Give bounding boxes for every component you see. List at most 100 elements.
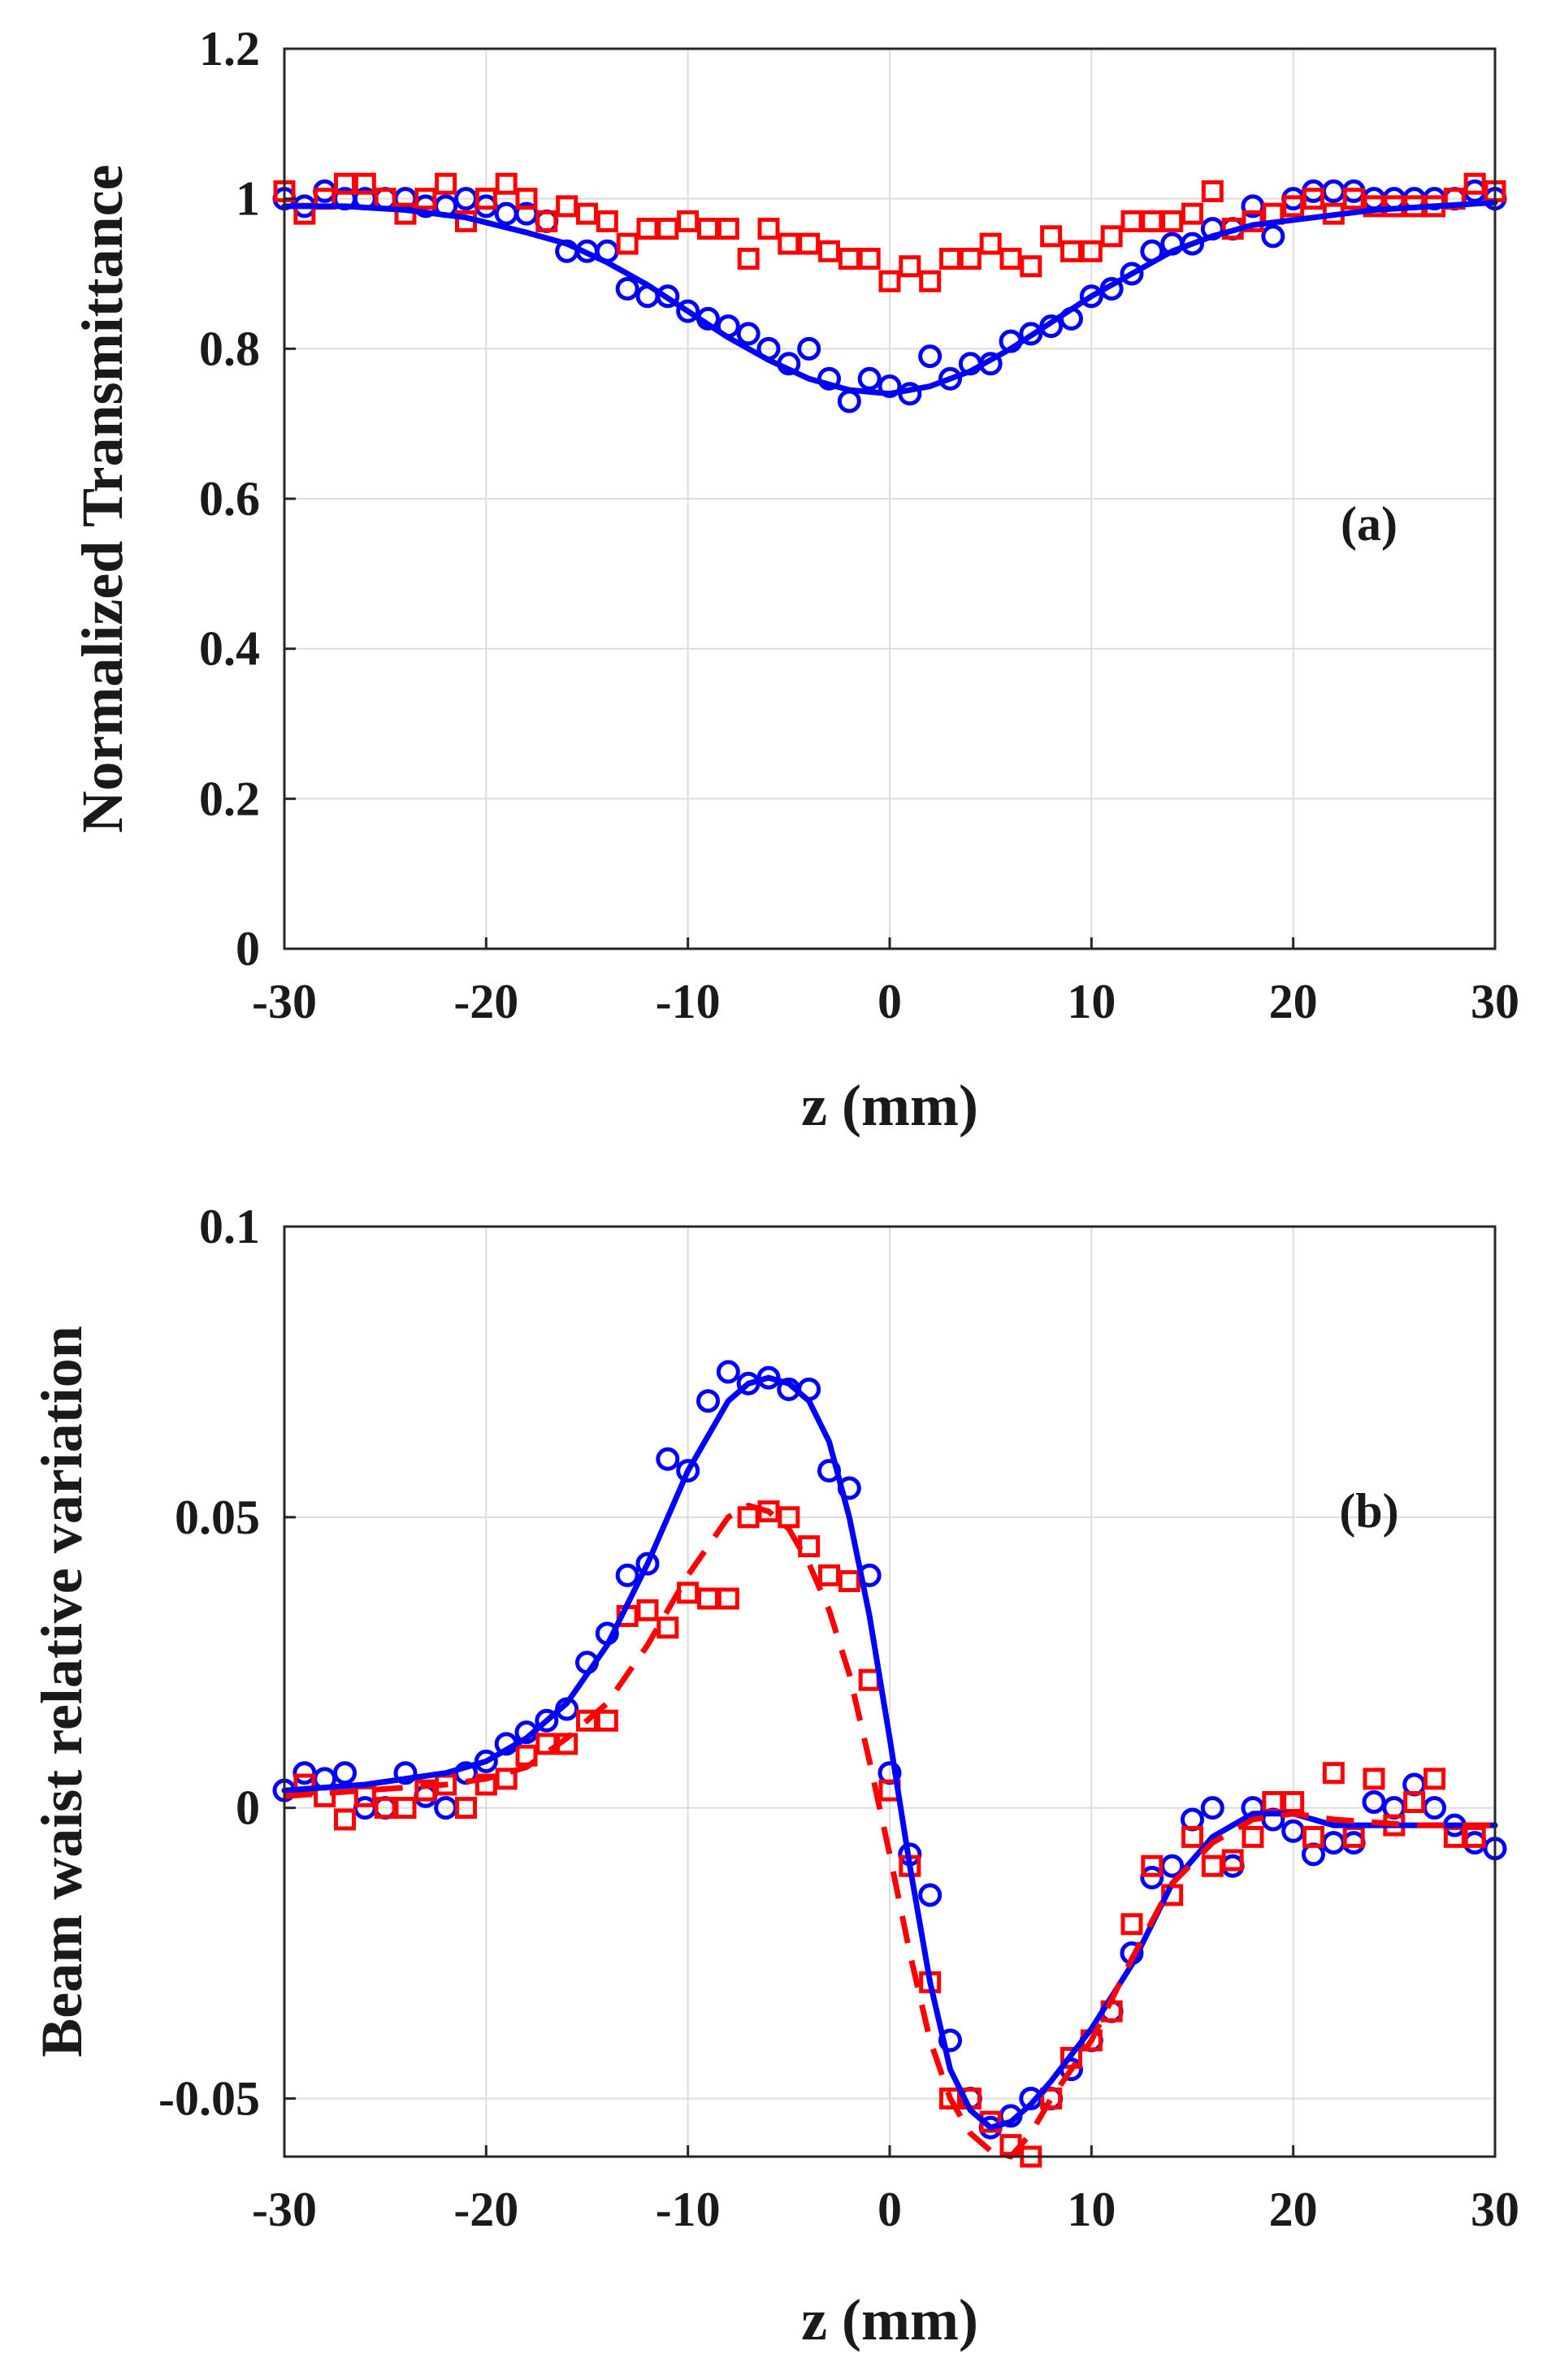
- circle-marker: [1261, 224, 1285, 249]
- square-marker: [1120, 1913, 1143, 1936]
- y-tick-label: 0.4: [199, 622, 260, 676]
- x-axis-label-a: z (mm): [801, 1073, 978, 1138]
- square-marker: [414, 1779, 437, 1802]
- y-tick-label: 0.8: [199, 322, 260, 375]
- square-marker: [1141, 210, 1164, 232]
- square-marker: [697, 218, 719, 240]
- square-marker: [858, 248, 881, 270]
- chart-panel-a: -30 -20 -10 0 10 20 30 0 0.2 0.4 0.6 0.8 1 1.2 z (mm)…: [70, 22, 1519, 1138]
- series-a: [272, 172, 1507, 413]
- square-marker: [1060, 240, 1082, 262]
- x-tick-label: 0: [878, 2183, 902, 2236]
- square-marker: [596, 210, 618, 232]
- square-marker: [1040, 225, 1063, 248]
- square-marker: [1242, 1825, 1264, 1848]
- square-marker: [636, 218, 659, 240]
- series-squares-data: [273, 172, 1506, 292]
- square-marker: [656, 1616, 679, 1639]
- square-marker: [919, 270, 942, 292]
- x-tick-label: 10: [1067, 2183, 1116, 2236]
- square-marker: [1100, 225, 1123, 248]
- y-tick-label: 0: [236, 922, 260, 976]
- square-marker: [1463, 172, 1486, 195]
- x-tick-label: -30: [252, 2183, 317, 2236]
- square-marker: [576, 1709, 598, 1732]
- ticks-a: -30 -20 -10 0 10 20 30 0 0.2 0.4 0.6 0.8 1 1.2: [199, 22, 1519, 1028]
- square-marker: [616, 232, 639, 255]
- square-marker: [1302, 1825, 1324, 1848]
- y-tick-label: 0: [236, 1781, 260, 1835]
- x-tick-label: -30: [252, 975, 317, 1028]
- fit-line-dashed: [284, 1503, 1495, 2160]
- square-marker: [334, 172, 356, 195]
- series-circles-fit: [281, 199, 1498, 397]
- square-marker: [899, 255, 921, 278]
- x-tick-label: 30: [1471, 975, 1519, 1028]
- square-marker: [1342, 188, 1365, 210]
- square-marker: [1403, 1790, 1426, 1813]
- square-marker: [1201, 180, 1224, 202]
- circle-marker: [938, 2028, 962, 2053]
- panel-label-b: (b): [1339, 1484, 1398, 1538]
- x-tick-label: 0: [878, 975, 902, 1028]
- square-marker: [1120, 210, 1143, 232]
- x-axis-label-b: z (mm): [801, 2287, 978, 2352]
- square-marker: [1141, 1854, 1164, 1877]
- square-marker: [656, 218, 679, 240]
- square-marker: [979, 232, 1002, 255]
- x-tick-label: -20: [453, 975, 518, 1028]
- circle-marker: [635, 1551, 660, 1576]
- y-tick-label: -0.05: [158, 2071, 260, 2125]
- circle-marker: [656, 1447, 680, 1471]
- square-marker: [778, 232, 800, 255]
- square-marker: [495, 172, 518, 195]
- series-b: [272, 1360, 1507, 2168]
- square-marker: [535, 210, 558, 232]
- y-axis-label-a: Normalized Transmittance: [70, 164, 135, 833]
- square-marker: [1322, 1762, 1345, 1785]
- square-marker: [717, 1587, 739, 1610]
- square-marker: [818, 1564, 840, 1586]
- square-marker: [1181, 1825, 1203, 1848]
- square-marker: [374, 1797, 396, 1820]
- x-tick-label: 10: [1067, 975, 1116, 1028]
- circle-marker: [656, 284, 680, 309]
- circle-marker: [393, 1761, 418, 1785]
- square-marker: [1221, 1849, 1244, 1872]
- circle-marker: [938, 366, 962, 391]
- square-marker: [495, 1768, 518, 1790]
- square-marker: [717, 218, 739, 240]
- square-marker: [798, 232, 821, 255]
- panel-label-a: (a): [1341, 497, 1398, 551]
- square-marker: [636, 1599, 659, 1621]
- circle-marker: [1120, 262, 1144, 286]
- circle-marker: [676, 1459, 700, 1483]
- y-tick-label: 1.2: [199, 22, 260, 76]
- circle-marker: [918, 344, 942, 369]
- square-marker: [435, 172, 457, 195]
- circle-marker: [797, 336, 821, 361]
- ticks-b: -30 -20 -10 0 10 20 30 -0.05 0 0.05 0.1: [158, 1200, 1519, 2236]
- circle-marker: [1019, 322, 1043, 346]
- square-marker: [1181, 202, 1203, 225]
- square-marker: [576, 202, 598, 225]
- square-marker: [556, 195, 578, 218]
- square-marker: [515, 188, 538, 210]
- circle-marker: [1362, 1789, 1386, 1814]
- square-marker: [414, 188, 437, 210]
- square-marker: [1282, 195, 1305, 218]
- y-axis-label-b: Beam waist relative variation: [29, 1326, 94, 2058]
- circle-marker: [1079, 284, 1103, 309]
- square-marker: [838, 248, 860, 270]
- square-marker: [1080, 240, 1103, 262]
- square-marker: [1020, 255, 1042, 278]
- circle-marker: [615, 276, 639, 301]
- circle-marker: [696, 1389, 720, 1413]
- square-marker: [474, 1773, 497, 1796]
- square-marker: [1302, 188, 1324, 210]
- square-marker: [838, 1570, 860, 1593]
- circle-marker: [1181, 232, 1204, 256]
- square-marker: [757, 218, 780, 240]
- square-marker: [878, 270, 901, 292]
